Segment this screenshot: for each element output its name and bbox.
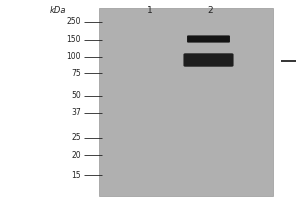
Text: 25: 25	[71, 134, 81, 142]
Text: 2: 2	[207, 6, 213, 15]
Text: 15: 15	[71, 170, 81, 180]
Text: 20: 20	[71, 151, 81, 160]
Text: 1: 1	[147, 6, 153, 15]
FancyBboxPatch shape	[187, 35, 230, 43]
Bar	[99, 8, 273, 196]
Text: 100: 100	[67, 52, 81, 61]
Text: 150: 150	[67, 36, 81, 45]
Text: 250: 250	[67, 18, 81, 26]
FancyBboxPatch shape	[184, 53, 233, 67]
Text: 75: 75	[71, 68, 81, 77]
Text: kDa: kDa	[50, 6, 66, 15]
Text: 50: 50	[71, 92, 81, 100]
Text: 37: 37	[71, 108, 81, 117]
